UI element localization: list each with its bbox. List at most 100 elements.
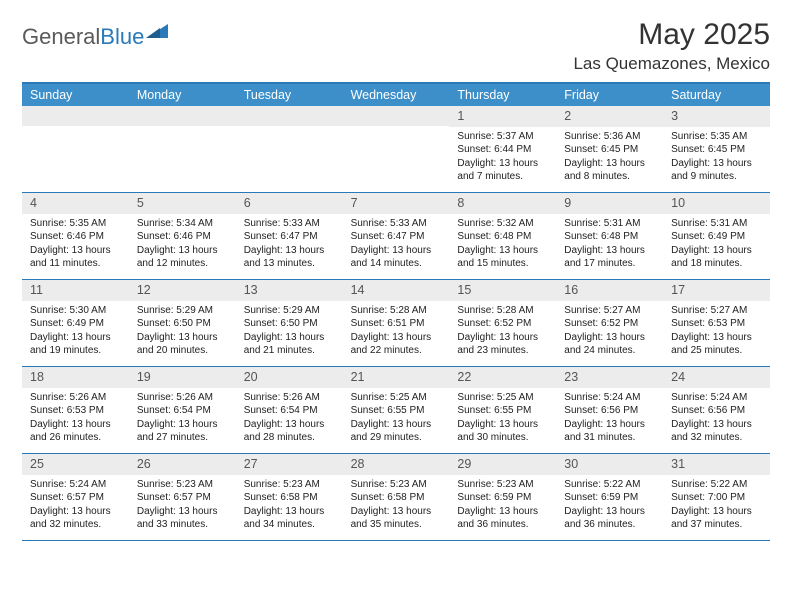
day-number <box>236 106 343 126</box>
weekday-header: SundayMondayTuesdayWednesdayThursdayFrid… <box>22 84 770 106</box>
day-number: 31 <box>663 454 770 475</box>
sunset-line: Sunset: 6:48 PM <box>457 230 548 244</box>
day-number: 5 <box>129 193 236 214</box>
daylight-line: Daylight: 13 hours and 15 minutes. <box>457 244 548 271</box>
day-details: Sunrise: 5:30 AMSunset: 6:49 PMDaylight:… <box>22 301 129 364</box>
calendar-week: 25Sunrise: 5:24 AMSunset: 6:57 PMDayligh… <box>22 454 770 541</box>
weekday-label: Friday <box>556 84 663 106</box>
daylight-line: Daylight: 13 hours and 9 minutes. <box>671 157 762 184</box>
sunset-line: Sunset: 6:57 PM <box>30 491 121 505</box>
calendar-empty <box>22 106 129 192</box>
sunrise-line: Sunrise: 5:28 AM <box>351 304 442 318</box>
day-number: 30 <box>556 454 663 475</box>
calendar-day: 25Sunrise: 5:24 AMSunset: 6:57 PMDayligh… <box>22 454 129 540</box>
day-details: Sunrise: 5:35 AMSunset: 6:46 PMDaylight:… <box>22 214 129 277</box>
day-details: Sunrise: 5:23 AMSunset: 6:59 PMDaylight:… <box>449 475 556 538</box>
daylight-line: Daylight: 13 hours and 29 minutes. <box>351 418 442 445</box>
daylight-line: Daylight: 13 hours and 30 minutes. <box>457 418 548 445</box>
day-details: Sunrise: 5:25 AMSunset: 6:55 PMDaylight:… <box>449 388 556 451</box>
sunset-line: Sunset: 6:45 PM <box>671 143 762 157</box>
calendar-day: 23Sunrise: 5:24 AMSunset: 6:56 PMDayligh… <box>556 367 663 453</box>
calendar-day: 2Sunrise: 5:36 AMSunset: 6:45 PMDaylight… <box>556 106 663 192</box>
day-details: Sunrise: 5:29 AMSunset: 6:50 PMDaylight:… <box>129 301 236 364</box>
day-details: Sunrise: 5:23 AMSunset: 6:58 PMDaylight:… <box>343 475 450 538</box>
sunset-line: Sunset: 6:49 PM <box>30 317 121 331</box>
day-number: 23 <box>556 367 663 388</box>
calendar-week: 4Sunrise: 5:35 AMSunset: 6:46 PMDaylight… <box>22 193 770 280</box>
calendar-empty <box>236 106 343 192</box>
weekday-label: Wednesday <box>343 84 450 106</box>
daylight-line: Daylight: 13 hours and 14 minutes. <box>351 244 442 271</box>
day-number <box>22 106 129 126</box>
sunrise-line: Sunrise: 5:33 AM <box>351 217 442 231</box>
day-details: Sunrise: 5:29 AMSunset: 6:50 PMDaylight:… <box>236 301 343 364</box>
daylight-line: Daylight: 13 hours and 24 minutes. <box>564 331 655 358</box>
day-number: 13 <box>236 280 343 301</box>
day-number <box>129 106 236 126</box>
sunset-line: Sunset: 6:53 PM <box>30 404 121 418</box>
day-number: 4 <box>22 193 129 214</box>
daylight-line: Daylight: 13 hours and 22 minutes. <box>351 331 442 358</box>
day-details: Sunrise: 5:24 AMSunset: 6:57 PMDaylight:… <box>22 475 129 538</box>
sunset-line: Sunset: 6:51 PM <box>351 317 442 331</box>
daylight-line: Daylight: 13 hours and 28 minutes. <box>244 418 335 445</box>
daylight-line: Daylight: 13 hours and 13 minutes. <box>244 244 335 271</box>
daylight-line: Daylight: 13 hours and 34 minutes. <box>244 505 335 532</box>
sunrise-line: Sunrise: 5:37 AM <box>457 130 548 144</box>
day-details: Sunrise: 5:31 AMSunset: 6:49 PMDaylight:… <box>663 214 770 277</box>
day-details: Sunrise: 5:26 AMSunset: 6:53 PMDaylight:… <box>22 388 129 451</box>
day-number: 12 <box>129 280 236 301</box>
daylight-line: Daylight: 13 hours and 27 minutes. <box>137 418 228 445</box>
day-number: 15 <box>449 280 556 301</box>
sunrise-line: Sunrise: 5:35 AM <box>671 130 762 144</box>
sunset-line: Sunset: 6:55 PM <box>351 404 442 418</box>
logo-word2: Blue <box>100 24 144 49</box>
sunset-line: Sunset: 6:56 PM <box>564 404 655 418</box>
sunrise-line: Sunrise: 5:30 AM <box>30 304 121 318</box>
daylight-line: Daylight: 13 hours and 20 minutes. <box>137 331 228 358</box>
calendar-week: 1Sunrise: 5:37 AMSunset: 6:44 PMDaylight… <box>22 106 770 193</box>
daylight-line: Daylight: 13 hours and 18 minutes. <box>671 244 762 271</box>
sunrise-line: Sunrise: 5:29 AM <box>137 304 228 318</box>
calendar-day: 12Sunrise: 5:29 AMSunset: 6:50 PMDayligh… <box>129 280 236 366</box>
sunset-line: Sunset: 6:50 PM <box>137 317 228 331</box>
sunrise-line: Sunrise: 5:22 AM <box>564 478 655 492</box>
sunset-line: Sunset: 6:49 PM <box>671 230 762 244</box>
header: GeneralBlue May 2025 Las Quemazones, Mex… <box>22 18 770 74</box>
day-details: Sunrise: 5:31 AMSunset: 6:48 PMDaylight:… <box>556 214 663 277</box>
calendar-day: 30Sunrise: 5:22 AMSunset: 6:59 PMDayligh… <box>556 454 663 540</box>
logo: GeneralBlue <box>22 24 168 50</box>
sunset-line: Sunset: 7:00 PM <box>671 491 762 505</box>
sunrise-line: Sunrise: 5:24 AM <box>671 391 762 405</box>
daylight-line: Daylight: 13 hours and 32 minutes. <box>30 505 121 532</box>
daylight-line: Daylight: 13 hours and 12 minutes. <box>137 244 228 271</box>
day-number: 10 <box>663 193 770 214</box>
sunset-line: Sunset: 6:54 PM <box>137 404 228 418</box>
day-details: Sunrise: 5:22 AMSunset: 6:59 PMDaylight:… <box>556 475 663 538</box>
day-number: 14 <box>343 280 450 301</box>
sunrise-line: Sunrise: 5:25 AM <box>351 391 442 405</box>
daylight-line: Daylight: 13 hours and 35 minutes. <box>351 505 442 532</box>
logo-text: GeneralBlue <box>22 24 144 50</box>
calendar-day: 24Sunrise: 5:24 AMSunset: 6:56 PMDayligh… <box>663 367 770 453</box>
calendar-day: 27Sunrise: 5:23 AMSunset: 6:58 PMDayligh… <box>236 454 343 540</box>
sunset-line: Sunset: 6:47 PM <box>351 230 442 244</box>
day-details: Sunrise: 5:26 AMSunset: 6:54 PMDaylight:… <box>236 388 343 451</box>
weekday-label: Monday <box>129 84 236 106</box>
sunrise-line: Sunrise: 5:23 AM <box>137 478 228 492</box>
weekday-label: Sunday <box>22 84 129 106</box>
sunrise-line: Sunrise: 5:26 AM <box>244 391 335 405</box>
daylight-line: Daylight: 13 hours and 23 minutes. <box>457 331 548 358</box>
calendar-day: 17Sunrise: 5:27 AMSunset: 6:53 PMDayligh… <box>663 280 770 366</box>
sunset-line: Sunset: 6:56 PM <box>671 404 762 418</box>
day-details: Sunrise: 5:27 AMSunset: 6:53 PMDaylight:… <box>663 301 770 364</box>
sunrise-line: Sunrise: 5:35 AM <box>30 217 121 231</box>
logo-word1: General <box>22 24 100 49</box>
day-number: 19 <box>129 367 236 388</box>
daylight-line: Daylight: 13 hours and 7 minutes. <box>457 157 548 184</box>
day-details: Sunrise: 5:28 AMSunset: 6:52 PMDaylight:… <box>449 301 556 364</box>
calendar-day: 6Sunrise: 5:33 AMSunset: 6:47 PMDaylight… <box>236 193 343 279</box>
day-number: 25 <box>22 454 129 475</box>
day-number: 8 <box>449 193 556 214</box>
sunrise-line: Sunrise: 5:31 AM <box>564 217 655 231</box>
